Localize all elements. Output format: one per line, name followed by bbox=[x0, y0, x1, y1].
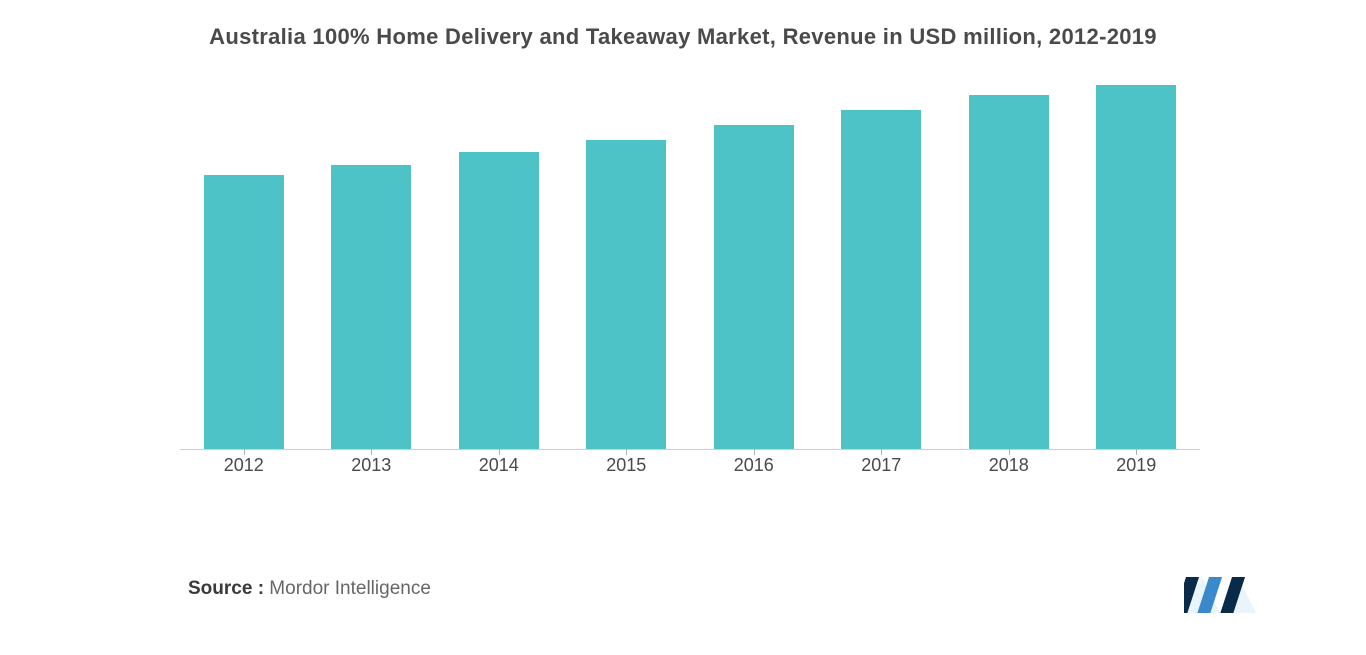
x-axis-label: 2017 bbox=[819, 455, 944, 476]
source-attribution: Source : Mordor Intelligence bbox=[188, 578, 431, 600]
axis-tick bbox=[1136, 449, 1137, 455]
bar-group bbox=[819, 110, 944, 450]
x-axis-label: 2019 bbox=[1074, 455, 1199, 476]
bar bbox=[1096, 85, 1176, 450]
source-label: Source : bbox=[188, 578, 264, 599]
axis-tick bbox=[754, 449, 755, 455]
x-axis-label: 2016 bbox=[691, 455, 816, 476]
x-axis-label: 2013 bbox=[309, 455, 434, 476]
bar bbox=[969, 95, 1049, 450]
bar bbox=[714, 125, 794, 450]
axis-tick bbox=[244, 449, 245, 455]
bar-group bbox=[1074, 85, 1199, 450]
bar-group bbox=[181, 175, 306, 450]
bar-group bbox=[564, 140, 689, 450]
x-axis-label: 2018 bbox=[946, 455, 1071, 476]
axis-tick bbox=[626, 449, 627, 455]
axis-tick bbox=[881, 449, 882, 455]
bars-container bbox=[180, 80, 1200, 450]
bar bbox=[459, 152, 539, 450]
x-axis-labels: 20122013201420152016201720182019 bbox=[180, 450, 1200, 480]
bar bbox=[331, 165, 411, 450]
x-axis-label: 2012 bbox=[181, 455, 306, 476]
axis-tick bbox=[1009, 449, 1010, 455]
mordor-logo-icon bbox=[1184, 571, 1256, 613]
axis-tick bbox=[371, 449, 372, 455]
bar-group bbox=[691, 125, 816, 450]
bar-chart: 20122013201420152016201720182019 bbox=[180, 80, 1200, 480]
chart-title: Australia 100% Home Delivery and Takeawa… bbox=[0, 0, 1366, 50]
axis-tick bbox=[499, 449, 500, 455]
bar bbox=[841, 110, 921, 450]
bar bbox=[204, 175, 284, 450]
source-value: Mordor Intelligence bbox=[264, 578, 431, 599]
x-axis-label: 2015 bbox=[564, 455, 689, 476]
bar-group bbox=[436, 152, 561, 450]
x-axis-label: 2014 bbox=[436, 455, 561, 476]
bar-group bbox=[309, 165, 434, 450]
bar-group bbox=[946, 95, 1071, 450]
bar bbox=[586, 140, 666, 450]
